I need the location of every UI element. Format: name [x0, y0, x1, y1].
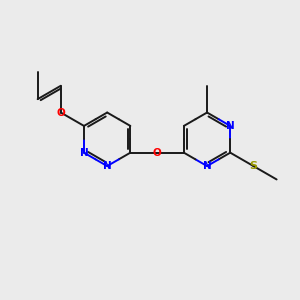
- Text: S: S: [249, 161, 257, 171]
- Text: N: N: [203, 161, 212, 171]
- Text: N: N: [226, 121, 235, 131]
- Text: O: O: [153, 148, 161, 158]
- Text: N: N: [80, 148, 88, 158]
- Text: N: N: [103, 161, 112, 171]
- Text: O: O: [56, 107, 65, 118]
